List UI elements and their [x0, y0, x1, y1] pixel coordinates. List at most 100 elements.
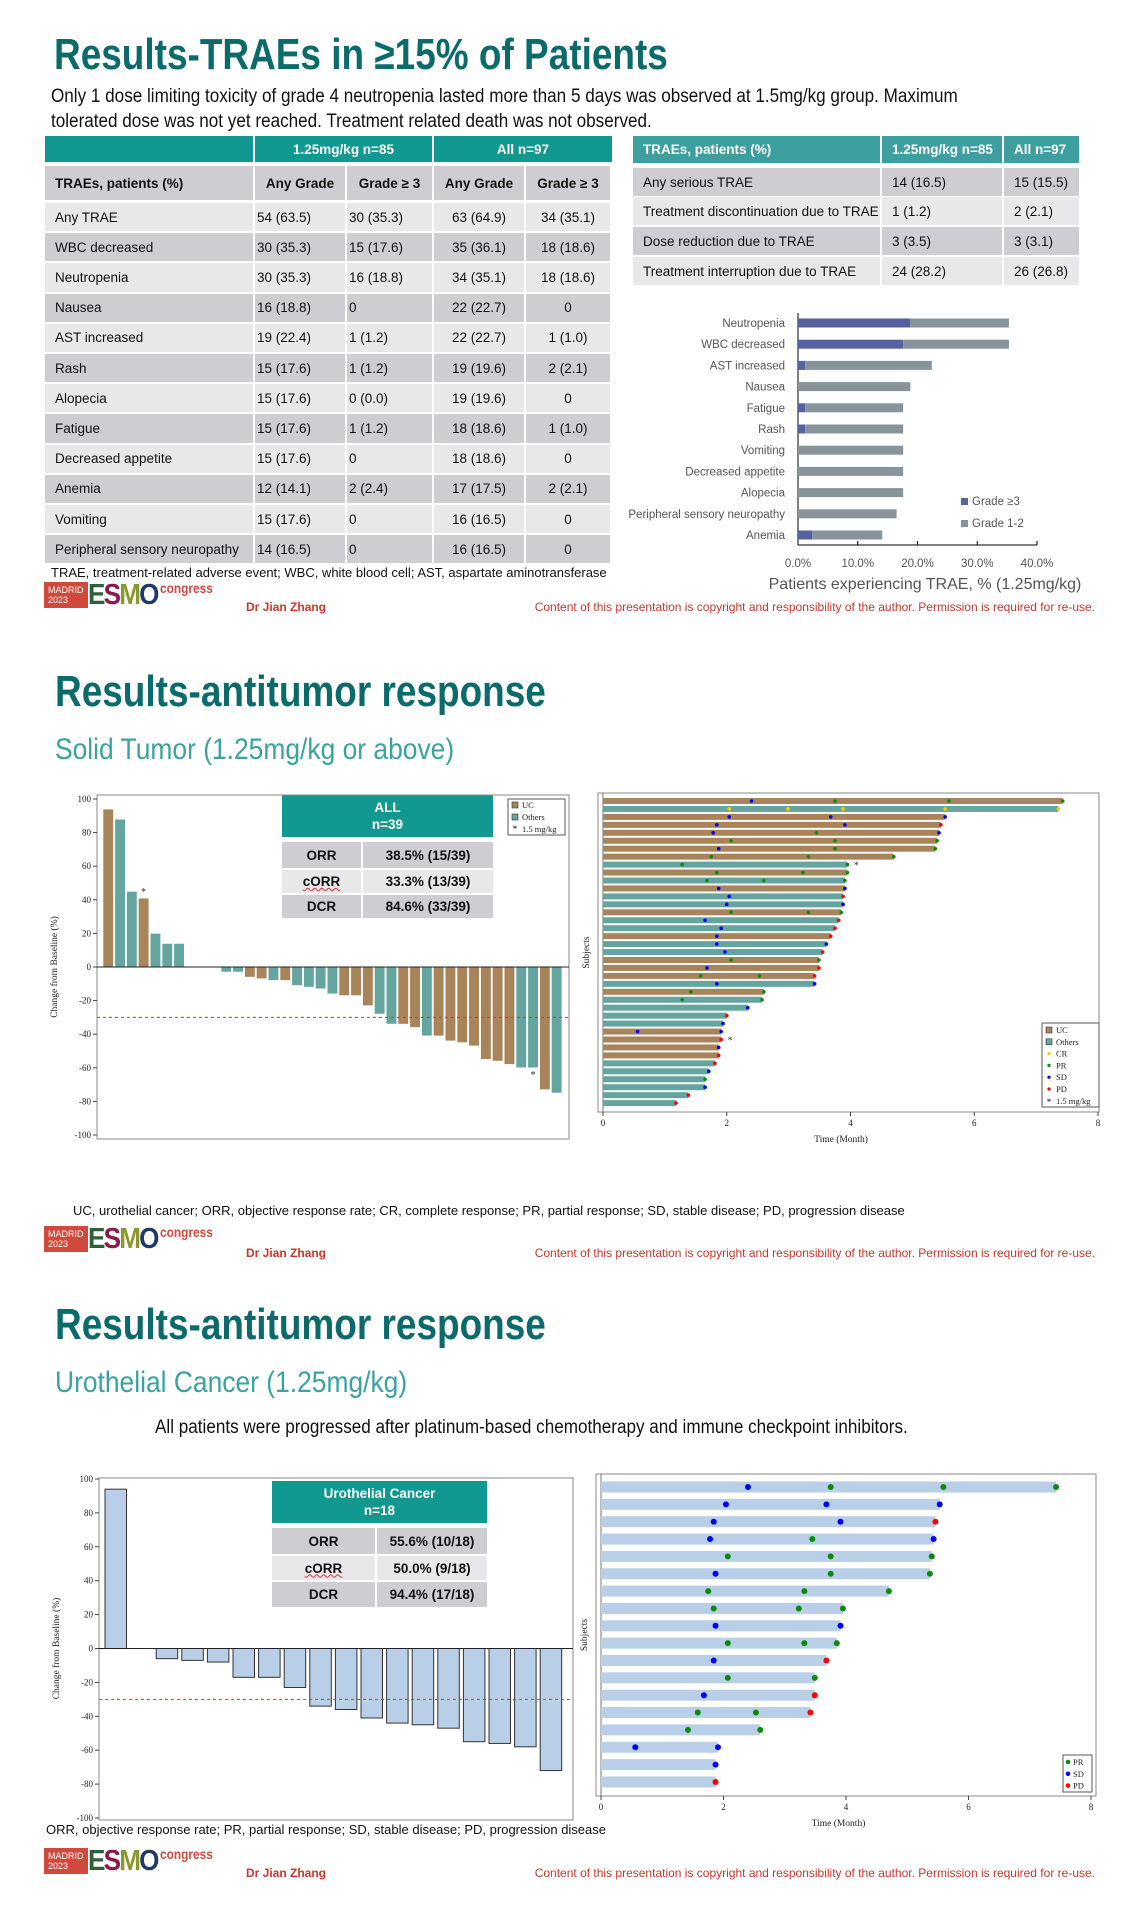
y-tick-label: -100	[77, 1813, 94, 1823]
response-dot-sd	[715, 934, 719, 938]
table-row-label: WBC decreased	[45, 233, 253, 262]
response-dot-pd	[716, 1053, 721, 1058]
response-dot-pr	[1053, 1484, 1060, 1490]
table-cell: 34 (35.1)	[526, 203, 610, 232]
legend-dot	[1047, 1075, 1051, 1079]
y-tick-label: -60	[79, 1063, 91, 1073]
x-tick-label: 20.0%	[901, 558, 934, 570]
swimmer-bar	[603, 869, 848, 876]
y-tick-label: -20	[79, 996, 91, 1006]
response-dot-pr	[757, 1726, 764, 1733]
response-dot-pr	[801, 870, 805, 875]
response-dot-pr	[698, 974, 703, 978]
y-tick-label: 100	[80, 1474, 94, 1484]
swimmer-bar	[603, 805, 1059, 812]
response-dot-sd	[745, 1484, 751, 1490]
response-dot-pr	[928, 1553, 935, 1560]
table-cell: 1 (1.2)	[347, 414, 432, 443]
response-dot-pr	[705, 1588, 712, 1595]
response-dot-pr	[1060, 799, 1065, 803]
table-cell: 54 (63.5)	[255, 203, 345, 232]
table-row-label: Treatment interruption due to TRAE	[633, 257, 880, 285]
y-tick-label: 60	[82, 861, 92, 871]
response-dot-pr	[709, 854, 714, 859]
summary-metric: cORR	[282, 870, 361, 893]
response-dot-pr	[885, 1588, 892, 1595]
bar-grade12	[805, 403, 904, 413]
slide2-title: Results-antitumor response	[55, 667, 546, 716]
table-cell: 15 (17.6)	[255, 444, 345, 473]
waterfall-bar	[444, 966, 457, 1042]
response-dot-cr	[943, 807, 947, 811]
logo-congress: congress	[160, 1224, 213, 1240]
table-row-label: Alopecia	[45, 384, 253, 413]
response-dot-sd	[719, 926, 723, 930]
table-cell: 17 (17.5)	[434, 474, 524, 503]
y-axis-title: Change from Baseline (%)	[49, 916, 60, 1018]
response-dot-sd	[716, 886, 721, 891]
swimmer-bar	[601, 1550, 932, 1562]
category-label: Peripheral sensory neuropathy	[628, 509, 785, 521]
waterfall-bar	[350, 966, 362, 996]
swimmer-bar	[603, 1060, 715, 1067]
category-label: Nausea	[745, 382, 785, 394]
table-row-label: Any TRAE	[45, 203, 253, 232]
summary-header: ALL n=39	[282, 795, 493, 837]
response-dot-pd	[817, 966, 821, 970]
response-dot-sd	[723, 950, 727, 954]
x-tick-label: 0.0%	[785, 558, 811, 570]
swimmer-bar	[603, 949, 823, 956]
table-cell: 14 (16.5)	[882, 168, 1002, 196]
response-dot-pr	[833, 799, 837, 803]
table-cell: 2 (2.1)	[526, 474, 610, 503]
response-dot-pr	[715, 870, 719, 875]
legend-label: Grade 1-2	[972, 518, 1024, 530]
response-dot-sd	[715, 942, 719, 946]
table-cell: 0	[347, 535, 432, 564]
summary-header-line2: n=39	[371, 817, 404, 832]
category-label: Vomiting	[741, 445, 785, 457]
y-tick-label: 20	[82, 928, 92, 938]
response-dot-pr	[833, 838, 837, 843]
response-dot-pd	[812, 974, 817, 978]
swimmer-bar	[603, 925, 836, 932]
response-dot-pr	[801, 1588, 808, 1595]
summary-value: 55.6% (10/18)	[377, 1528, 487, 1554]
summary-value: 84.6% (33/39)	[363, 895, 493, 918]
table-cell: 18 (18.6)	[434, 444, 524, 473]
waterfall-bar	[206, 1648, 230, 1663]
swimmer-bar	[601, 1741, 718, 1753]
table-cell: 18 (18.6)	[434, 414, 524, 443]
table-cell: 19 (19.6)	[434, 354, 524, 383]
response-dot-pd	[841, 894, 845, 899]
waterfall-bar	[551, 966, 563, 1094]
response-dot-pr	[806, 854, 811, 859]
column-header: TRAEs, patients (%)	[633, 136, 880, 163]
response-dot-pr	[801, 1640, 808, 1647]
summary-metric: DCR	[272, 1582, 375, 1607]
copyright-notice: Content of this presentation is copyrigh…	[534, 1866, 1095, 1880]
x-tick-label: 2	[725, 1118, 730, 1128]
response-dot-sd	[828, 815, 833, 819]
legend-dot	[1047, 1052, 1051, 1056]
waterfall-bar	[411, 1648, 435, 1726]
response-dot-sd	[823, 1501, 830, 1508]
response-dot-pr	[760, 997, 764, 1002]
response-dot-pr	[729, 958, 733, 962]
response-dot-sd	[930, 1536, 937, 1543]
bar-grade12	[798, 445, 904, 455]
response-dot-pd	[719, 1037, 723, 1042]
legend-label: PD	[1056, 1084, 1067, 1094]
dose-1.5-marker: *	[513, 824, 518, 834]
waterfall-bar	[303, 966, 315, 988]
swimmer-bar	[603, 853, 894, 860]
legend-label: CR	[1056, 1049, 1068, 1059]
author-name: Dr Jian Zhang	[246, 1866, 327, 1880]
table-cell: 22 (22.7)	[434, 293, 524, 322]
table-cell: 0	[526, 384, 610, 413]
table-cell: 1 (1.0)	[526, 414, 610, 443]
summary-header-line1: Urothelial Cancer	[323, 1486, 436, 1501]
copyright-notice: Content of this presentation is copyrigh…	[534, 600, 1095, 614]
table-cell: 3 (3.5)	[882, 227, 1002, 255]
waterfall-bar	[386, 1648, 409, 1724]
